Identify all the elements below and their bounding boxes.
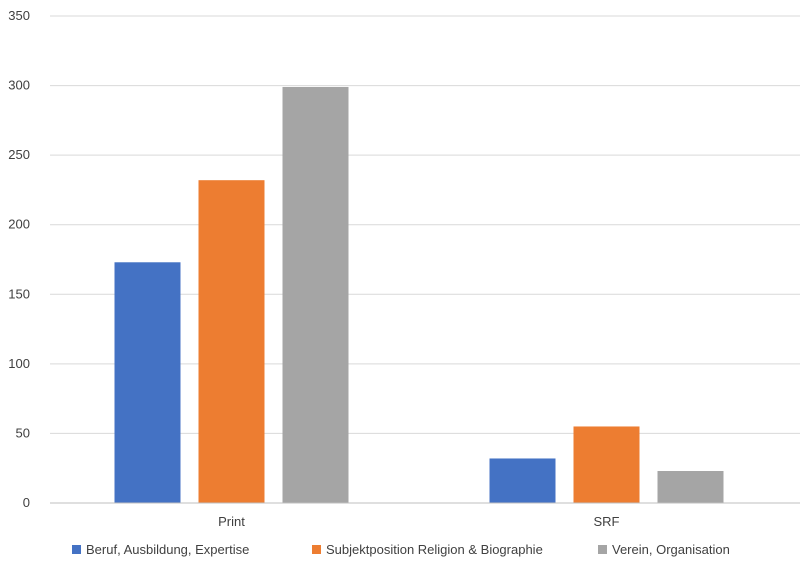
bar-print-series-2 bbox=[198, 180, 265, 503]
legend-swatch bbox=[312, 545, 321, 554]
y-tick-label: 50 bbox=[16, 425, 30, 440]
legend-label: Subjektposition Religion & Biographie bbox=[326, 542, 543, 557]
y-tick-label: 300 bbox=[8, 78, 30, 93]
bar-print-series-3 bbox=[282, 86, 349, 503]
bar-print-series-1 bbox=[114, 262, 181, 503]
bar-srf-series-3 bbox=[657, 470, 724, 503]
legend-label: Verein, Organisation bbox=[612, 542, 730, 557]
y-tick-label: 100 bbox=[8, 356, 30, 371]
bar-srf-series-1 bbox=[489, 458, 556, 503]
bars bbox=[114, 86, 724, 503]
y-tick-label: 150 bbox=[8, 286, 30, 301]
bar-srf-series-2 bbox=[573, 426, 640, 503]
legend-swatch bbox=[72, 545, 81, 554]
y-tick-label: 0 bbox=[23, 495, 30, 510]
x-axis: Print SRF bbox=[50, 502, 800, 529]
y-tick-label: 250 bbox=[8, 147, 30, 162]
x-category-label: SRF bbox=[594, 514, 620, 529]
legend-swatch bbox=[598, 545, 607, 554]
y-tick-label: 350 bbox=[8, 8, 30, 23]
legend: Beruf, Ausbildung, Expertise Subjektposit… bbox=[72, 542, 730, 557]
y-tick-label: 200 bbox=[8, 217, 30, 232]
legend-label: Beruf, Ausbildung, Expertise bbox=[86, 542, 249, 557]
x-category-label: Print bbox=[218, 514, 245, 529]
y-axis: 0 50 100 150 200 250 300 350 bbox=[8, 8, 30, 510]
